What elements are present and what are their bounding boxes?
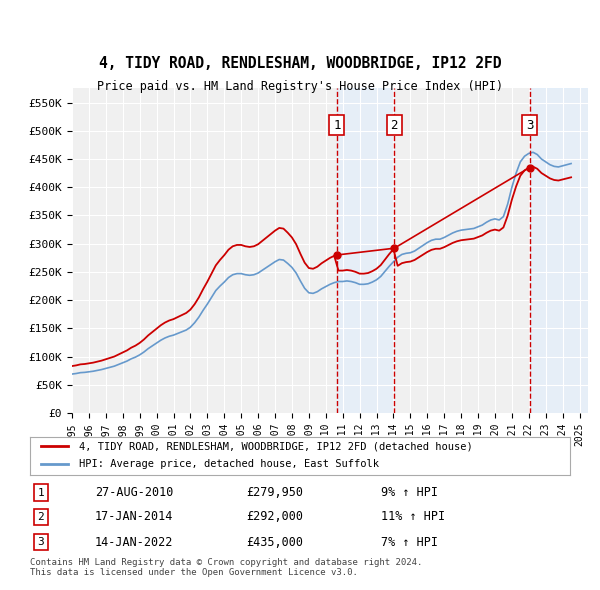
Text: 27-AUG-2010: 27-AUG-2010 — [95, 486, 173, 499]
Text: 7% ↑ HPI: 7% ↑ HPI — [381, 536, 438, 549]
Text: 3: 3 — [37, 537, 44, 547]
Text: 1: 1 — [37, 488, 44, 497]
Text: Contains HM Land Registry data © Crown copyright and database right 2024.
This d: Contains HM Land Registry data © Crown c… — [30, 558, 422, 577]
Text: 17-JAN-2014: 17-JAN-2014 — [95, 510, 173, 523]
Text: Price paid vs. HM Land Registry's House Price Index (HPI): Price paid vs. HM Land Registry's House … — [97, 80, 503, 93]
Text: HPI: Average price, detached house, East Suffolk: HPI: Average price, detached house, East… — [79, 459, 379, 469]
Text: 9% ↑ HPI: 9% ↑ HPI — [381, 486, 438, 499]
Bar — [337, 88, 394, 413]
Text: £292,000: £292,000 — [246, 510, 303, 523]
Text: 14-JAN-2022: 14-JAN-2022 — [95, 536, 173, 549]
Text: £435,000: £435,000 — [246, 536, 303, 549]
Text: £279,950: £279,950 — [246, 486, 303, 499]
Text: 1: 1 — [333, 119, 341, 132]
Text: 11% ↑ HPI: 11% ↑ HPI — [381, 510, 445, 523]
Text: 4, TIDY ROAD, RENDLESHAM, WOODBRIDGE, IP12 2FD (detached house): 4, TIDY ROAD, RENDLESHAM, WOODBRIDGE, IP… — [79, 441, 472, 451]
Text: 2: 2 — [37, 512, 44, 522]
Bar — [530, 88, 588, 413]
Text: 2: 2 — [391, 119, 398, 132]
Text: 3: 3 — [526, 119, 533, 132]
Text: 4, TIDY ROAD, RENDLESHAM, WOODBRIDGE, IP12 2FD: 4, TIDY ROAD, RENDLESHAM, WOODBRIDGE, IP… — [99, 56, 501, 71]
